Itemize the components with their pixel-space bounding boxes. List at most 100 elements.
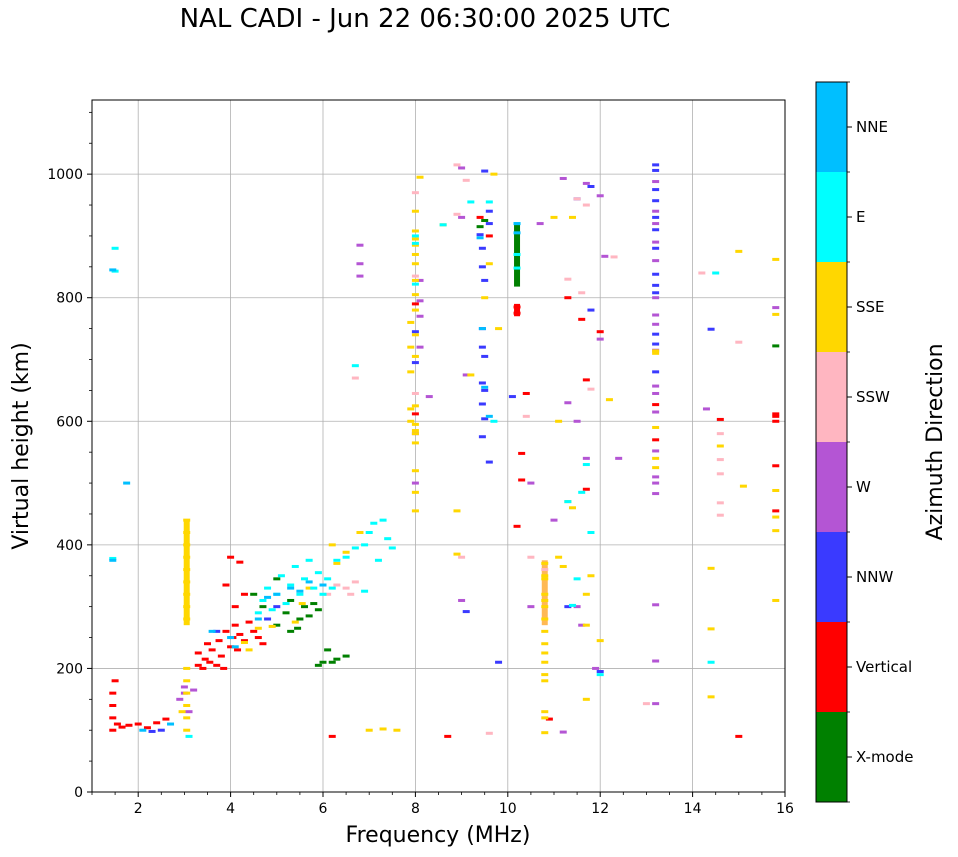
- echo-point-sse: [183, 531, 191, 534]
- echo-point-sse: [453, 552, 461, 556]
- echo-point-w: [176, 697, 184, 701]
- echo-point-sse: [652, 349, 660, 353]
- echo-point-vertical: [476, 215, 484, 219]
- echo-point-x-mode: [294, 626, 302, 630]
- echo-point-vertical: [143, 726, 151, 730]
- echo-point-vertical: [652, 438, 660, 442]
- echo-point-sse: [550, 215, 558, 219]
- echo-point-sse: [411, 429, 419, 433]
- echo-point-sse: [541, 617, 549, 621]
- echo-point-w: [527, 605, 535, 609]
- echo-point-nne: [287, 586, 295, 590]
- echo-point-sse: [707, 695, 715, 699]
- echo-point-vertical: [578, 317, 586, 321]
- echo-point-e: [333, 558, 341, 562]
- echo-point-e: [361, 543, 369, 547]
- echo-point-e: [319, 592, 327, 596]
- echo-point-w: [582, 181, 590, 185]
- echo-point-vertical: [118, 725, 126, 729]
- echo-point-nne: [305, 580, 313, 584]
- echo-point-nnw: [508, 395, 516, 399]
- echo-point-sse: [268, 624, 276, 628]
- chart-title: NAL CADI - Jun 22 06:30:00 2025 UTC: [179, 4, 671, 34]
- colorbar-swatch: [816, 532, 847, 622]
- echo-point-e: [296, 592, 304, 596]
- echo-point-nne: [478, 327, 486, 331]
- echo-point-vertical: [735, 734, 743, 738]
- echo-point-nnw: [411, 361, 419, 365]
- echo-point-nne: [227, 636, 235, 640]
- echo-point-sse: [411, 432, 419, 436]
- echo-point-nnw: [478, 402, 486, 406]
- echo-point-e: [185, 734, 193, 738]
- echo-point-nne: [123, 481, 131, 485]
- echo-point-e: [361, 589, 369, 593]
- echo-point-vertical: [194, 651, 202, 655]
- echo-point-ssw: [411, 191, 419, 195]
- echo-point-ssw: [333, 583, 341, 587]
- echo-point-nnw: [652, 199, 660, 203]
- echo-point-ssw: [541, 568, 549, 572]
- echo-point-vertical: [411, 412, 419, 416]
- echo-point-ssw: [716, 472, 724, 476]
- echo-point-e: [111, 246, 119, 250]
- echo-point-sse: [411, 509, 419, 513]
- echo-point-x-mode: [259, 605, 267, 609]
- echo-point-e: [365, 531, 373, 534]
- colorbar-swatch: [816, 622, 847, 712]
- echo-point-sse: [178, 710, 186, 714]
- echo-point-w: [425, 395, 433, 399]
- echo-point-sse: [183, 592, 191, 596]
- echo-point-w: [652, 384, 660, 388]
- echo-point-e: [712, 271, 720, 275]
- echo-point-sse: [772, 488, 780, 492]
- echo-point-sse: [541, 605, 549, 609]
- echo-point-ssw: [610, 255, 618, 259]
- echo-point-sse: [416, 175, 424, 179]
- echo-point-sse: [411, 422, 419, 426]
- echo-point-ssw: [342, 586, 350, 590]
- echo-bar: [183, 520, 190, 626]
- echo-point-vertical: [231, 605, 239, 609]
- echo-point-sse: [652, 456, 660, 460]
- colorbar-tick-label: E: [856, 208, 865, 226]
- echo-point-vertical: [201, 657, 209, 661]
- echo-point-w: [601, 254, 609, 258]
- echo-point-w: [702, 407, 710, 411]
- echo-point-vertical: [259, 642, 267, 646]
- echo-point-x-mode: [310, 602, 318, 606]
- echo-point-w: [411, 481, 419, 485]
- echo-point-nnw: [481, 169, 489, 173]
- echo-point-vertical: [485, 234, 493, 238]
- echo-point-sse: [541, 660, 549, 664]
- echo-point-e: [264, 586, 272, 590]
- echo-point-vertical: [215, 639, 223, 643]
- echo-point-sse: [587, 574, 595, 578]
- echo-point-vertical: [227, 645, 235, 649]
- echo-point-x-mode: [314, 608, 322, 612]
- echo-point-vertical: [328, 734, 336, 738]
- x-tick-label: 4: [226, 801, 235, 817]
- echo-point-sse: [411, 490, 419, 494]
- echo-point-sse: [541, 679, 549, 683]
- echo-point-e: [573, 577, 581, 581]
- echo-point-e: [287, 583, 295, 587]
- echo-point-vertical: [111, 679, 119, 683]
- echo-point-nnw: [652, 332, 660, 336]
- echo-point-vertical: [162, 717, 170, 721]
- echo-point-w: [652, 410, 660, 414]
- echo-point-sse: [739, 484, 747, 488]
- echo-point-vertical: [513, 311, 521, 315]
- echo-point-nnw: [148, 729, 156, 733]
- echo-point-x-mode: [296, 617, 304, 621]
- echo-point-w: [559, 730, 567, 734]
- echo-point-sse: [411, 333, 419, 337]
- echo-point-nne: [481, 385, 489, 389]
- echo-point-e: [254, 611, 262, 615]
- echo-point-nnw: [485, 460, 493, 464]
- echo-point-e: [301, 577, 309, 581]
- echo-point-vertical: [109, 691, 117, 695]
- echo-bar: [514, 303, 521, 317]
- echo-point-sse: [411, 243, 419, 247]
- echo-point-e: [564, 500, 572, 504]
